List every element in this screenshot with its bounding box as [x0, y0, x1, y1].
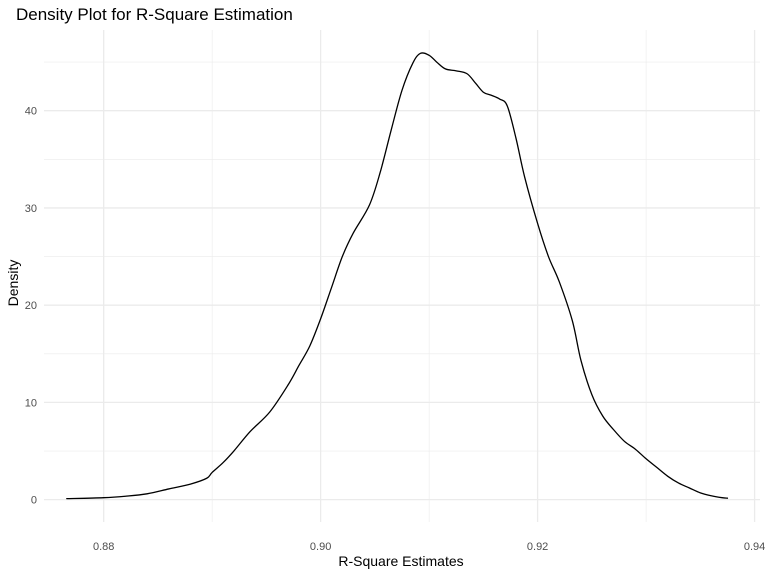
y-tick-label: 40	[25, 106, 37, 118]
x-axis-tick-labels: 0.88 0.90 0.92 0.94	[93, 541, 765, 553]
x-tick-label: 0.88	[93, 541, 114, 553]
y-tick-label: 20	[25, 300, 37, 312]
y-axis-tick-labels: 0 10 20 30 40	[25, 106, 37, 507]
x-axis-label: R-Square Estimates	[338, 553, 463, 569]
chart-title: Density Plot for R-Square Estimation	[16, 5, 293, 24]
x-tick-label: 0.94	[744, 541, 765, 553]
density-curve	[66, 52, 729, 500]
series-layer	[66, 52, 729, 500]
minor-gridlines	[44, 30, 760, 522]
x-tick-label: 0.90	[310, 541, 331, 553]
y-tick-label: 30	[25, 203, 37, 215]
y-tick-label: 0	[31, 495, 37, 507]
x-tick-label: 0.92	[527, 541, 548, 553]
major-gridlines	[44, 30, 760, 522]
y-axis-label: Density	[5, 260, 21, 307]
y-tick-label: 10	[25, 397, 37, 409]
